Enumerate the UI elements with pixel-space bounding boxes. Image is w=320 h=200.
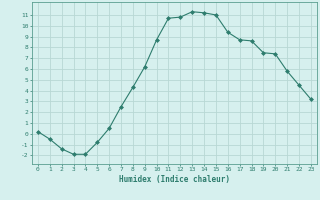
X-axis label: Humidex (Indice chaleur): Humidex (Indice chaleur) xyxy=(119,175,230,184)
